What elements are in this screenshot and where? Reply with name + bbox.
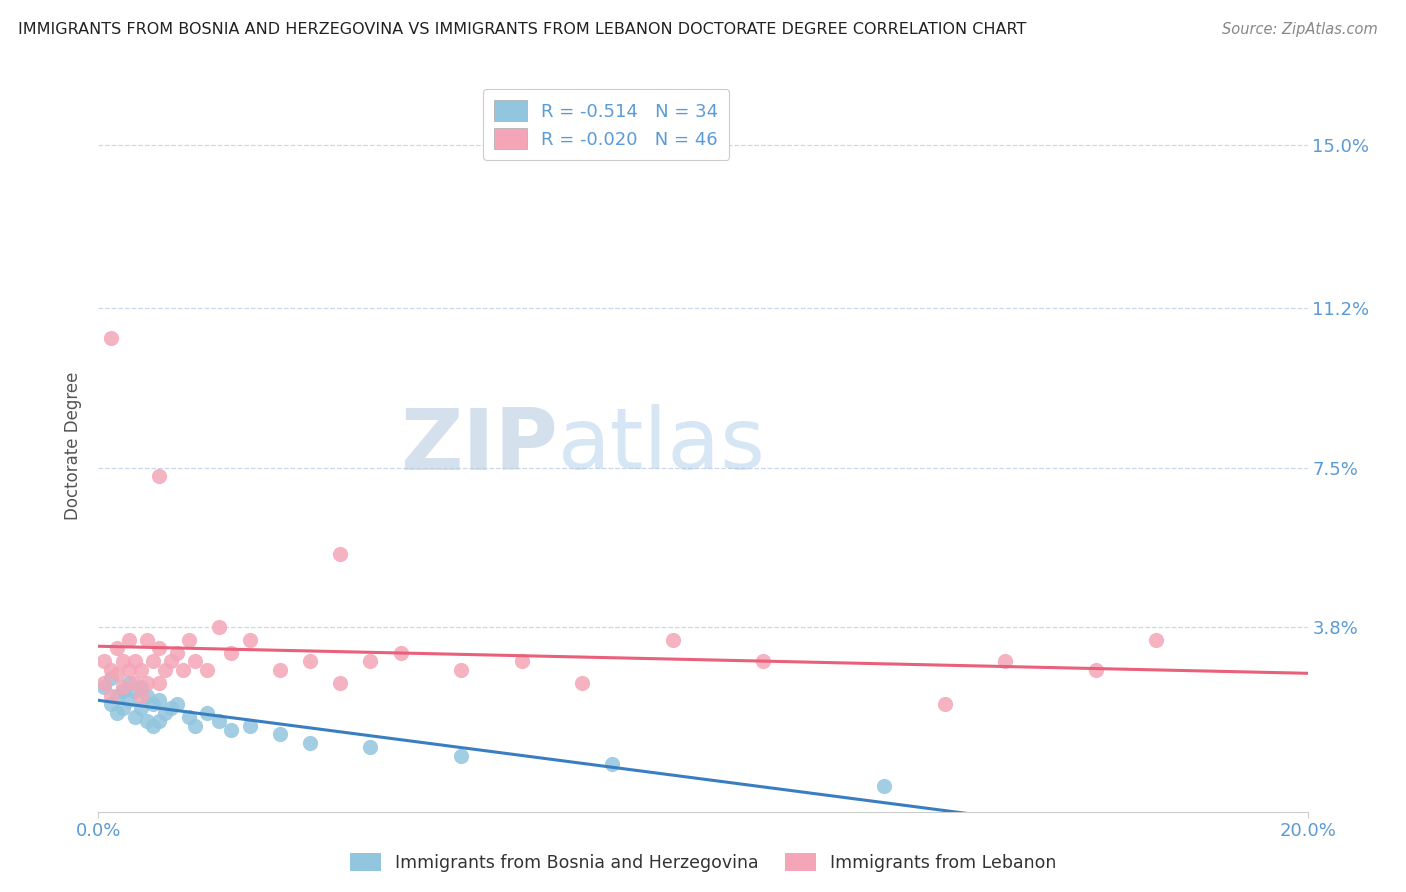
- Point: [142, 719, 165, 733]
- Point: [100, 671, 122, 685]
- Point: [135, 714, 157, 729]
- Point: [153, 706, 176, 720]
- Point: [124, 710, 146, 724]
- Point: [100, 331, 122, 345]
- Point: [661, 632, 683, 647]
- Point: [93, 680, 115, 694]
- Point: [166, 646, 188, 660]
- Point: [100, 663, 122, 677]
- Point: [179, 710, 201, 724]
- Point: [129, 701, 152, 715]
- Point: [208, 714, 231, 729]
- Point: [195, 663, 218, 677]
- Point: [124, 684, 146, 698]
- Point: [172, 663, 194, 677]
- Point: [184, 719, 207, 733]
- Point: [105, 689, 128, 703]
- Point: [873, 779, 896, 793]
- Point: [129, 663, 152, 677]
- Point: [299, 736, 322, 750]
- Point: [124, 675, 146, 690]
- Point: [166, 697, 188, 711]
- Point: [142, 697, 165, 711]
- Point: [195, 706, 218, 720]
- Point: [934, 697, 956, 711]
- Point: [450, 663, 472, 677]
- Point: [184, 654, 207, 668]
- Text: Source: ZipAtlas.com: Source: ZipAtlas.com: [1222, 22, 1378, 37]
- Point: [269, 727, 291, 741]
- Point: [93, 654, 115, 668]
- Text: atlas: atlas: [558, 404, 766, 488]
- Point: [118, 693, 141, 707]
- Point: [329, 675, 352, 690]
- Point: [269, 663, 291, 677]
- Point: [208, 620, 231, 634]
- Y-axis label: Doctorate Degree: Doctorate Degree: [65, 372, 83, 520]
- Point: [602, 757, 624, 772]
- Point: [111, 654, 134, 668]
- Point: [148, 641, 170, 656]
- Point: [571, 675, 593, 690]
- Point: [160, 701, 183, 715]
- Point: [752, 654, 775, 668]
- Point: [1085, 663, 1108, 677]
- Point: [142, 654, 165, 668]
- Point: [994, 654, 1017, 668]
- Point: [118, 663, 141, 677]
- Text: IMMIGRANTS FROM BOSNIA AND HERZEGOVINA VS IMMIGRANTS FROM LEBANON DOCTORATE DEGR: IMMIGRANTS FROM BOSNIA AND HERZEGOVINA V…: [18, 22, 1026, 37]
- Point: [1144, 632, 1167, 647]
- Point: [389, 646, 412, 660]
- Point: [450, 748, 472, 763]
- Point: [105, 667, 128, 681]
- Point: [239, 632, 262, 647]
- Point: [148, 693, 170, 707]
- Point: [124, 654, 146, 668]
- Point: [135, 689, 157, 703]
- Point: [510, 654, 533, 668]
- Text: ZIP: ZIP: [401, 404, 558, 488]
- Legend: Immigrants from Bosnia and Herzegovina, Immigrants from Lebanon: Immigrants from Bosnia and Herzegovina, …: [343, 847, 1063, 879]
- Point: [129, 680, 152, 694]
- Legend: R = -0.514   N = 34, R = -0.020   N = 46: R = -0.514 N = 34, R = -0.020 N = 46: [484, 89, 730, 160]
- Point: [93, 675, 115, 690]
- Point: [221, 723, 243, 737]
- Point: [179, 632, 201, 647]
- Point: [111, 680, 134, 694]
- Point: [148, 469, 170, 483]
- Point: [118, 632, 141, 647]
- Point: [239, 719, 262, 733]
- Point: [100, 689, 122, 703]
- Point: [100, 697, 122, 711]
- Point: [160, 654, 183, 668]
- Point: [221, 646, 243, 660]
- Point: [111, 684, 134, 698]
- Point: [148, 714, 170, 729]
- Point: [148, 675, 170, 690]
- Point: [111, 701, 134, 715]
- Point: [360, 654, 382, 668]
- Point: [329, 547, 352, 561]
- Point: [135, 675, 157, 690]
- Point: [118, 675, 141, 690]
- Point: [153, 663, 176, 677]
- Point: [360, 740, 382, 755]
- Point: [105, 641, 128, 656]
- Point: [105, 706, 128, 720]
- Point: [299, 654, 322, 668]
- Point: [135, 632, 157, 647]
- Point: [129, 689, 152, 703]
